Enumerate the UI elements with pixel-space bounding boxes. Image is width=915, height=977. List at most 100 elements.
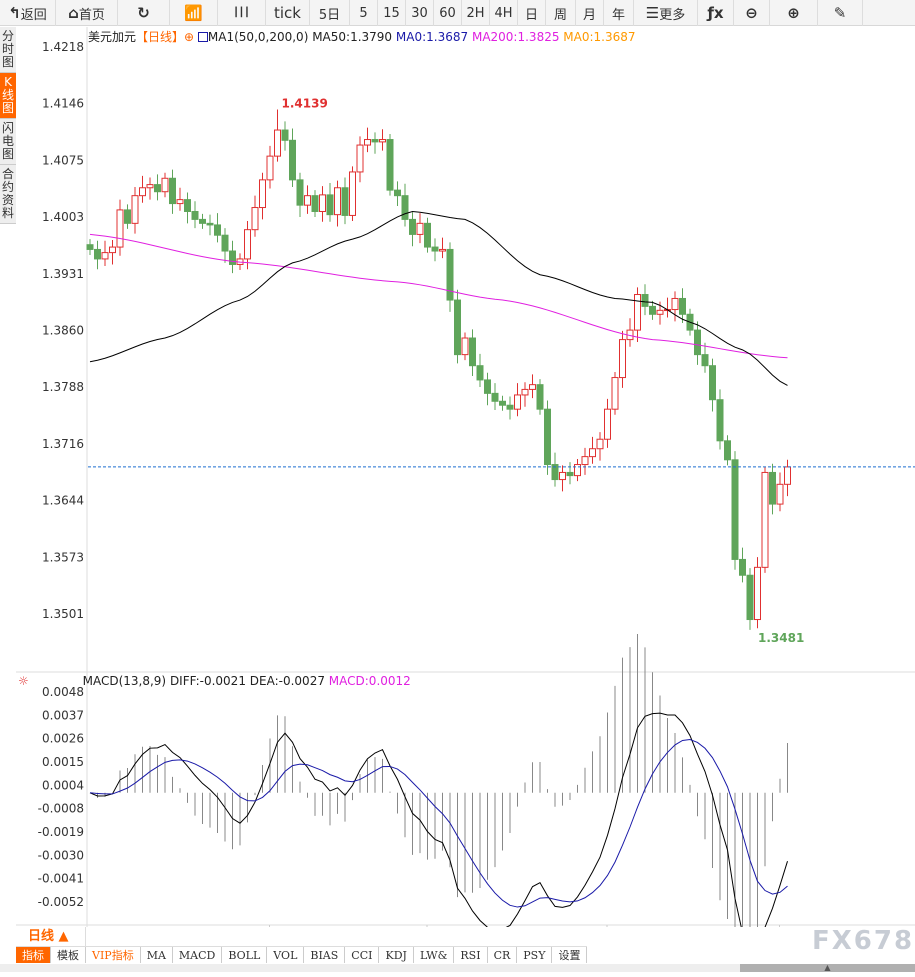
refresh-button[interactable]: ↻ [118, 0, 170, 26]
back-arrow-button[interactable]: ↰ 返回 [0, 0, 56, 26]
candle-body [679, 297, 686, 315]
indicator-tab[interactable]: BOLL [222, 947, 268, 963]
candle [694, 321, 701, 365]
candle [409, 212, 416, 247]
candle [769, 463, 776, 515]
price-tick: 1.4075 [42, 153, 84, 167]
candle-body [131, 195, 139, 224]
kline-chart[interactable]: 1.4218 1.4146 1.4075 1.4003 1.3931 1.3860 1.37… [0, 27, 915, 927]
indicator-tab[interactable]: VIP指标 [86, 947, 141, 963]
macd-tick: -0.0052 [38, 895, 84, 909]
macd-value: MACD:0.0012 [328, 674, 411, 688]
candle-body [409, 218, 416, 235]
period-4H-button[interactable]: 4H [490, 0, 518, 26]
pen-button[interactable]: ✎ [818, 0, 863, 26]
candle-body [754, 566, 761, 621]
candle [274, 109, 281, 162]
refresh-icon: ↻ [137, 4, 150, 22]
candle [146, 177, 154, 200]
candle-body [109, 246, 116, 254]
indicator-tab[interactable]: MA [141, 947, 173, 963]
candle-body [619, 339, 626, 379]
indicator-tab[interactable]: RSI [454, 947, 488, 963]
side-tab[interactable]: 闪电图 [0, 119, 16, 165]
candle [386, 133, 394, 196]
button-label: 2H [466, 5, 485, 21]
indicator-tab[interactable]: 指标 [16, 947, 51, 963]
candle [574, 459, 581, 482]
menu-button[interactable]: ☰ 更多 [634, 0, 698, 26]
period-15-button[interactable]: 15 [378, 0, 406, 26]
candle-body [739, 558, 746, 576]
button-label: 30 [411, 5, 428, 21]
period-button[interactable]: 日线 ▲ [16, 927, 86, 947]
candle-body [221, 234, 229, 252]
button-label: 年 [611, 7, 625, 23]
indicator-tab[interactable]: VOL [267, 947, 305, 963]
period-月-button[interactable]: 月 [576, 0, 604, 26]
home-button[interactable]: ⌂ 首页 [56, 0, 118, 26]
indicator-tab[interactable]: CCI [345, 947, 380, 963]
candle-body [694, 329, 701, 356]
line-chart-icon: 📶 [184, 4, 203, 22]
scroll-thumb[interactable]: ▲ [740, 964, 915, 972]
diff-line [89, 712, 788, 927]
candle-body [289, 139, 296, 181]
period-2H-button[interactable]: 2H [462, 0, 490, 26]
candle [349, 166, 356, 221]
candle [634, 287, 641, 342]
candle [176, 187, 184, 211]
candle [169, 169, 176, 214]
side-tab[interactable]: 分时图 [0, 27, 16, 73]
back-arrow-icon: ↰ [8, 4, 21, 22]
candle [206, 214, 214, 236]
ma200-line [89, 233, 788, 359]
pen-icon: ✎ [833, 4, 847, 22]
candle [86, 239, 94, 255]
sun-icon[interactable]: ☼ [18, 674, 29, 688]
candle-body [514, 394, 521, 410]
candle [581, 447, 589, 475]
period-日-button[interactable]: 日 [518, 0, 546, 26]
candle [551, 452, 559, 487]
zoom-in-button[interactable]: ⊕ [770, 0, 818, 26]
period-60-button[interactable]: 60 [434, 0, 462, 26]
period-5-button[interactable]: 5 [350, 0, 378, 26]
candle [424, 217, 431, 253]
candle [266, 145, 274, 189]
symbol-name: 美元加元 [88, 30, 137, 44]
indicator-tab[interactable]: 模板 [51, 947, 86, 963]
candle [446, 242, 454, 312]
ma0-value: MA0:1.3687 [395, 30, 469, 44]
candle-body [146, 184, 154, 189]
period-周-button[interactable]: 周 [546, 0, 576, 26]
side-tab[interactable]: K线图 [0, 73, 16, 119]
candle-body [461, 337, 469, 356]
candlestick-button[interactable]: ┃┃┃ [218, 0, 266, 26]
period-5日-button[interactable]: 5日 [310, 0, 350, 26]
candle-body [311, 195, 319, 212]
candle [371, 132, 379, 154]
period-tick-button[interactable]: tick [266, 0, 310, 26]
candle [191, 201, 199, 229]
indicator-tab[interactable]: KDJ [379, 947, 414, 963]
side-tab[interactable]: 合约资料 [0, 165, 16, 224]
indicator-tab[interactable]: PSY [517, 947, 553, 963]
period-30-button[interactable]: 30 [406, 0, 434, 26]
indicator-tab[interactable]: LW& [414, 947, 455, 963]
candle-body [206, 222, 214, 226]
settings-icon[interactable]: ⊕ [184, 30, 195, 44]
period-年-button[interactable]: 年 [604, 0, 634, 26]
indicator-tab[interactable]: BIAS [304, 947, 346, 963]
high-label: 1.4139 [282, 96, 328, 110]
indicator-tab[interactable]: MACD [173, 947, 223, 963]
indicator-tab[interactable]: CR [488, 947, 518, 963]
candle-body [326, 194, 334, 216]
horizontal-scrollbar[interactable]: ▲ [0, 964, 915, 972]
zoom-out-button[interactable]: ⊖ [734, 0, 770, 26]
line-chart-button[interactable]: 📶 [170, 0, 218, 26]
candle-body [161, 177, 169, 193]
fx-button[interactable]: ƒx [698, 0, 734, 26]
indicator-tab[interactable]: 设置 [552, 947, 588, 963]
candle [544, 400, 551, 475]
